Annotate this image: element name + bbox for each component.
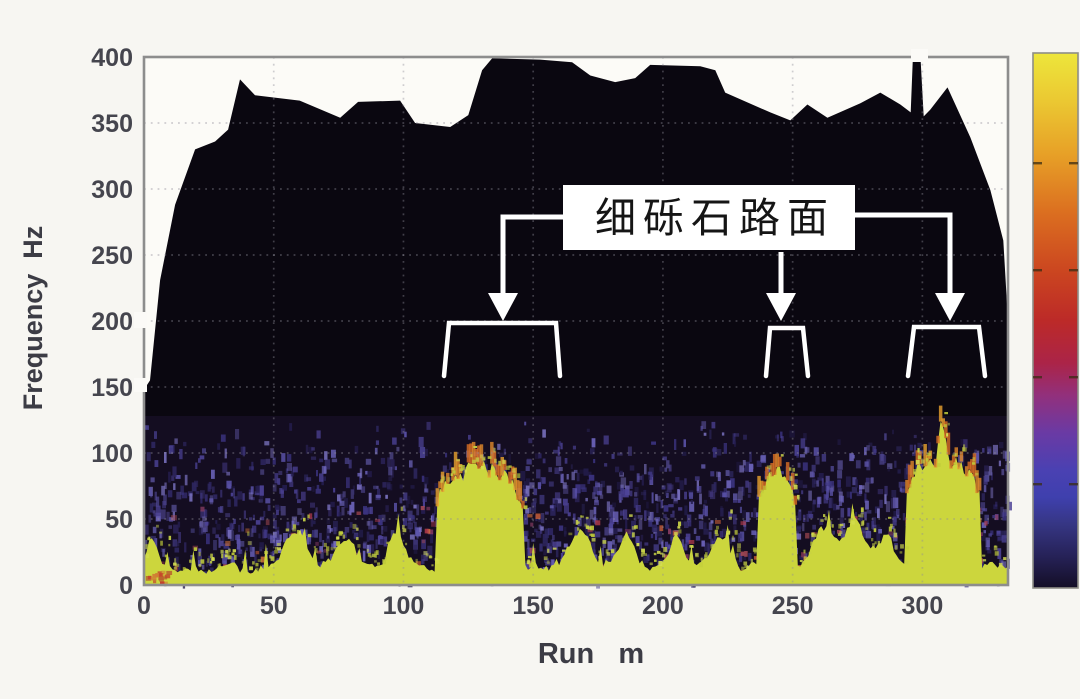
- white-notch: [134, 312, 147, 328]
- border-notches: [134, 49, 928, 392]
- y-tick-label: 400: [91, 44, 133, 72]
- y-tick-label: 50: [105, 506, 133, 534]
- annotation-markers: [441, 212, 988, 379]
- x-tick-label: 300: [902, 592, 944, 620]
- yellow-speck-layer: [144, 412, 1007, 572]
- annotation-callout: 细砾石路面: [563, 185, 855, 250]
- x-tick-label: 0: [137, 592, 151, 620]
- x-tick-label: 100: [383, 592, 425, 620]
- region-bracket: [905, 324, 988, 379]
- y-tick-label: 0: [119, 572, 133, 600]
- region-bracket: [441, 320, 563, 379]
- down-arrow-icon: [766, 293, 796, 321]
- annotation-label: 细砾石路面: [595, 195, 835, 241]
- x-tick-label: 200: [642, 592, 684, 620]
- y-tick-label: 250: [91, 242, 133, 270]
- region-bracket: [763, 325, 811, 379]
- colorbar: [1032, 52, 1079, 589]
- x-tick-label: 50: [260, 592, 288, 620]
- y-tick-label: 350: [91, 110, 133, 138]
- y-tick-label: 150: [91, 374, 133, 402]
- chart-layers: 0 50 100 150 200 250 300 350 400 0 50 100 150 200 250 3…: [91, 44, 1079, 620]
- annotation-box: [563, 185, 855, 250]
- bright-band: [144, 421, 1008, 585]
- y-tick-label: 100: [91, 440, 133, 468]
- axis-tick-labels: 0 50 100 150 200 250 300 350 400 0 50 100 150 200 250 3…: [91, 44, 943, 620]
- white-notch: [134, 378, 147, 392]
- y-tick-label: 200: [91, 308, 133, 336]
- down-arrow-icon: [488, 293, 518, 321]
- down-arrow-icon: [935, 293, 965, 321]
- colorbar-gradient: [1032, 52, 1079, 589]
- x-axis-title: Run m: [538, 638, 644, 670]
- annotation-connector: [855, 212, 953, 294]
- y-tick-label: 300: [91, 176, 133, 204]
- gridlines: [144, 57, 1008, 585]
- white-notch: [911, 49, 928, 62]
- x-tick-label: 150: [512, 592, 554, 620]
- red-patch-layer: [145, 570, 173, 586]
- y-axis-title: Frequency Hz: [18, 226, 48, 411]
- x-tick-label: 250: [772, 592, 814, 620]
- annotation-connector: [500, 214, 563, 294]
